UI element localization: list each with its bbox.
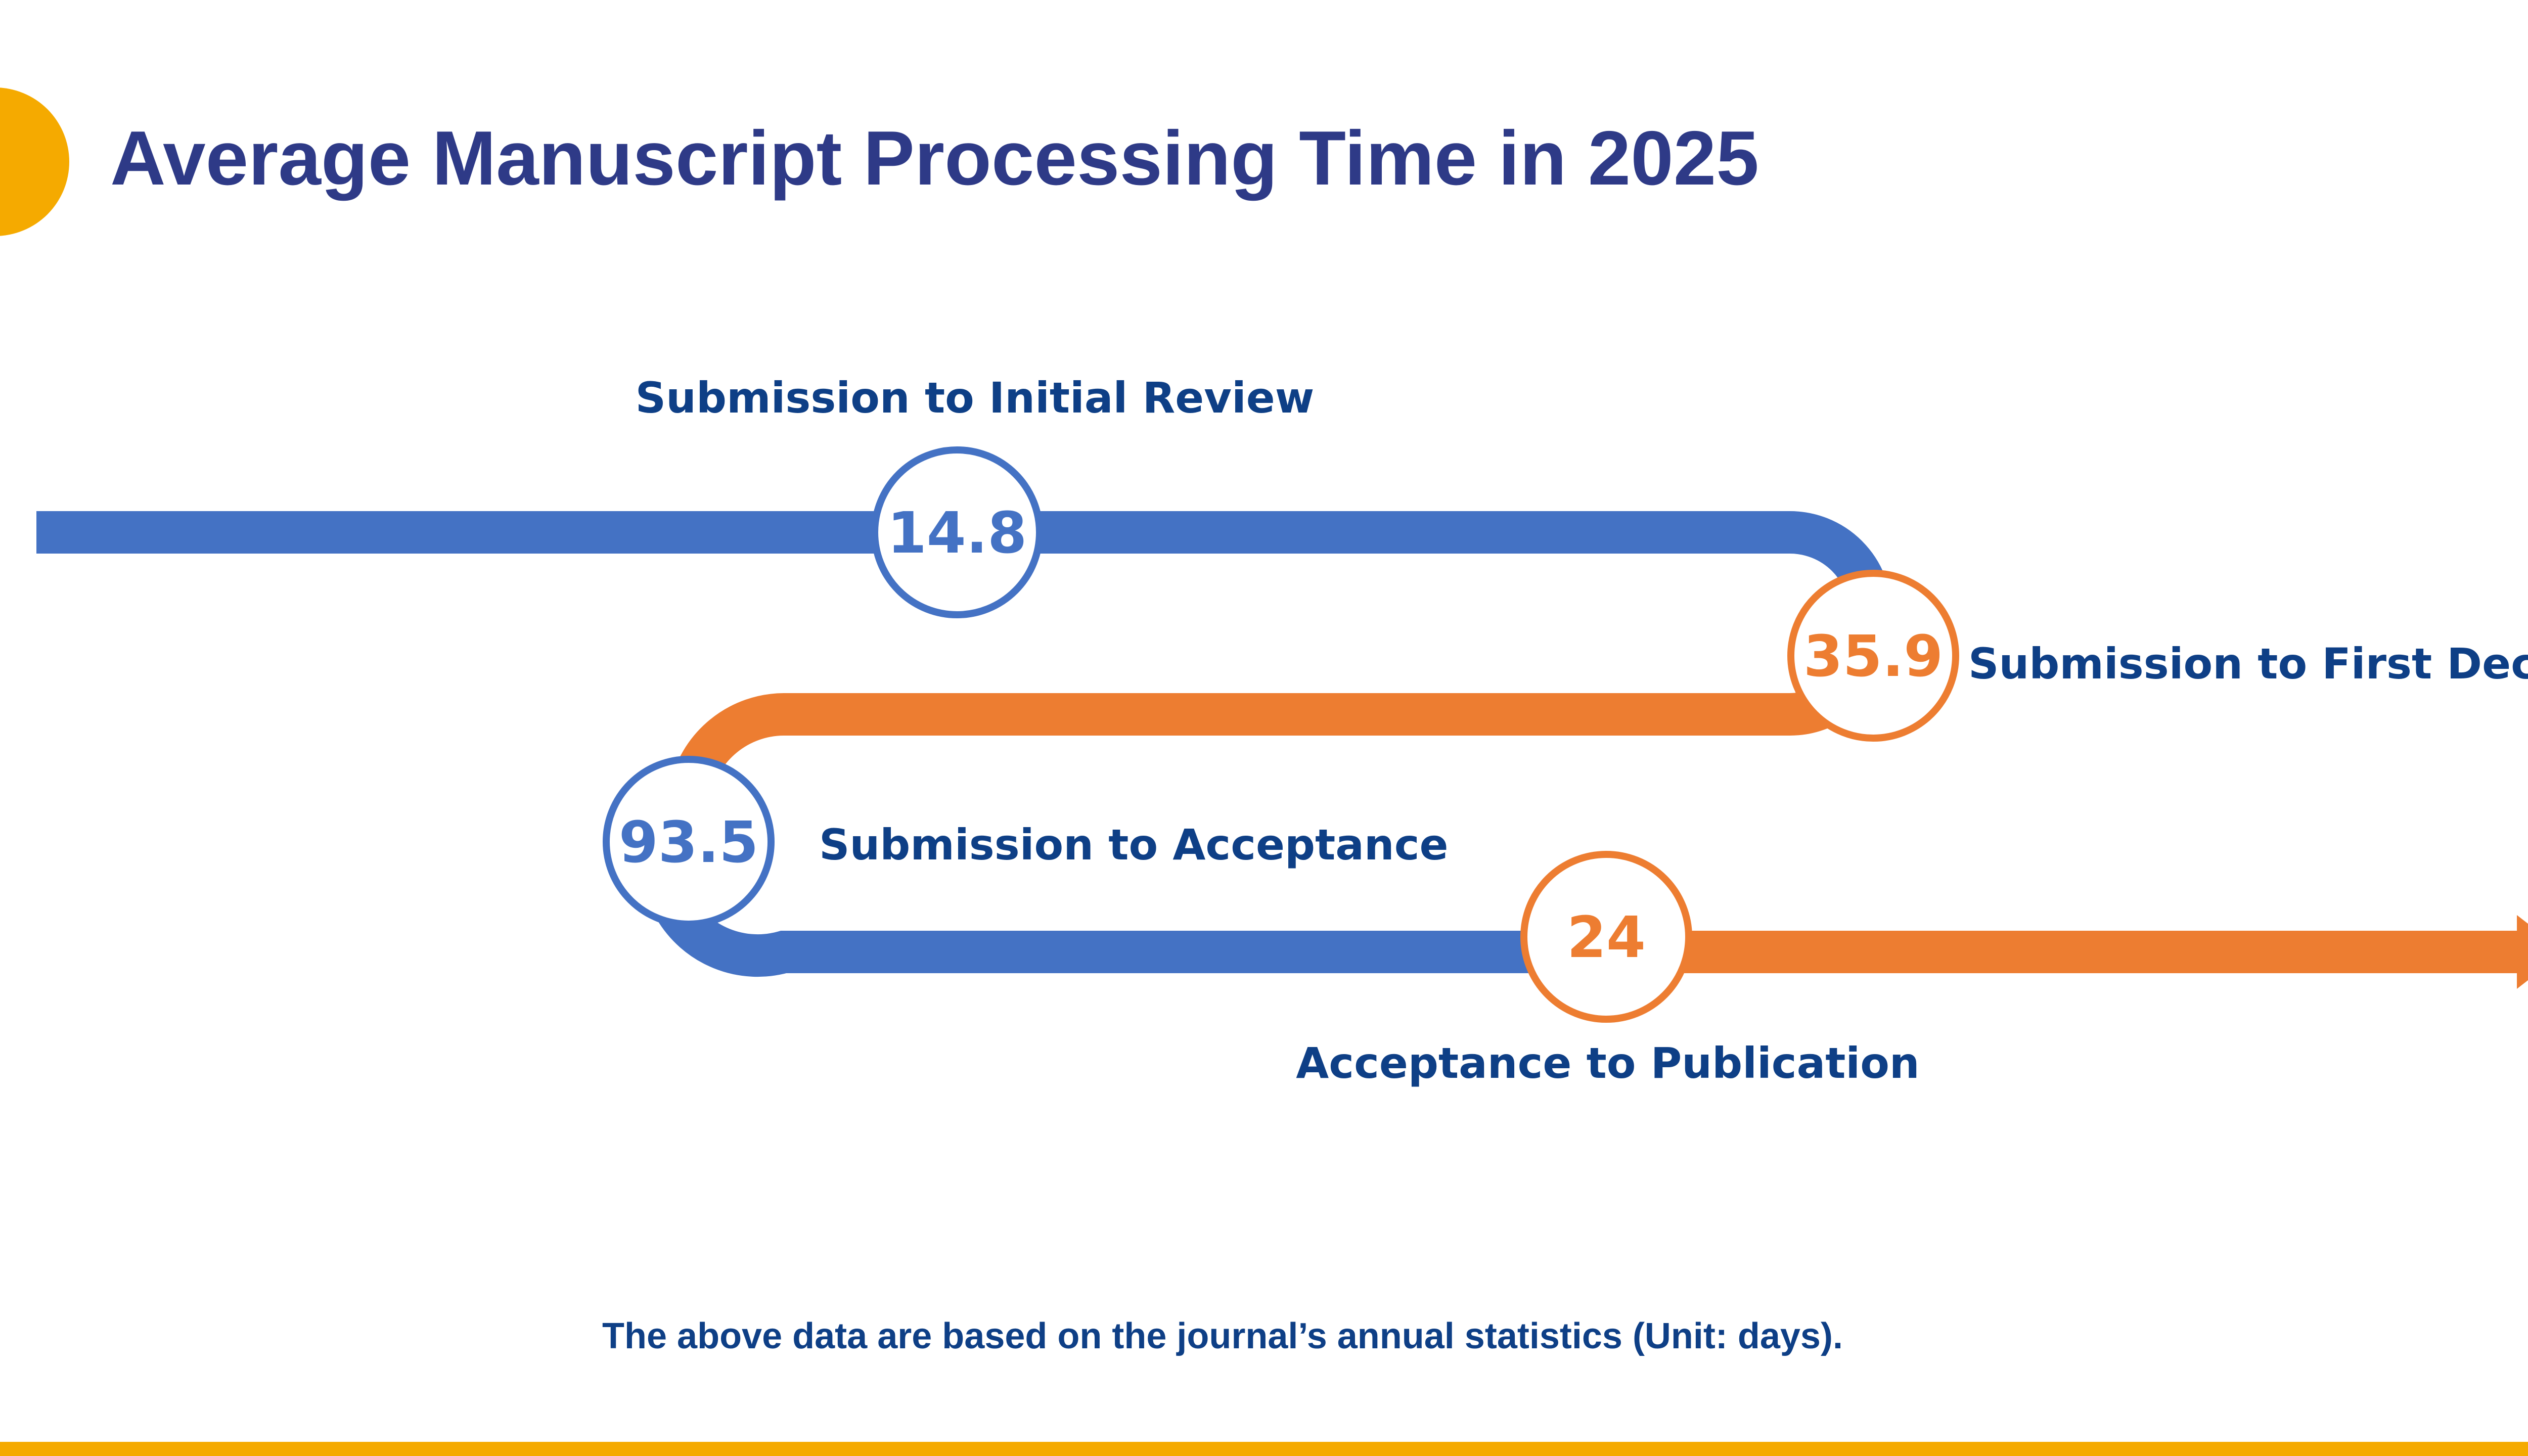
stage-node-acceptance: 93.5 [603, 756, 775, 928]
stage-value-acceptance: 93.5 [619, 810, 758, 876]
track-segment-first-decision [669, 613, 1892, 796]
stage-value-publication: 24 [1567, 905, 1646, 971]
corner-accent-circle [0, 87, 69, 236]
stage-value-initial-review: 14.8 [887, 500, 1027, 566]
stage-value-first-decision: 35.9 [1803, 624, 1943, 690]
track-segment-acceptance [640, 776, 1608, 977]
process-track [36, 511, 2523, 977]
stage-label-acceptance: Submission to Acceptance [819, 820, 1449, 870]
arrow-head-icon [2517, 915, 2528, 989]
stage-label-publication: Acceptance to Publication [1296, 1038, 1919, 1088]
stage-node-first-decision: 35.9 [1787, 570, 1959, 742]
stage-label-initial-review: Submission to Initial Review [636, 373, 1315, 423]
bottom-accent-bar [0, 1442, 2528, 1456]
page-title: Average Manuscript Processing Time in 20… [110, 115, 1759, 201]
stage-label-first-decision: Submission to First Decision [1968, 639, 2528, 689]
stage-node-initial-review: 14.8 [871, 446, 1043, 618]
stage-node-publication: 24 [1520, 851, 1692, 1023]
footnote: The above data are based on the journal’… [602, 1316, 1843, 1356]
